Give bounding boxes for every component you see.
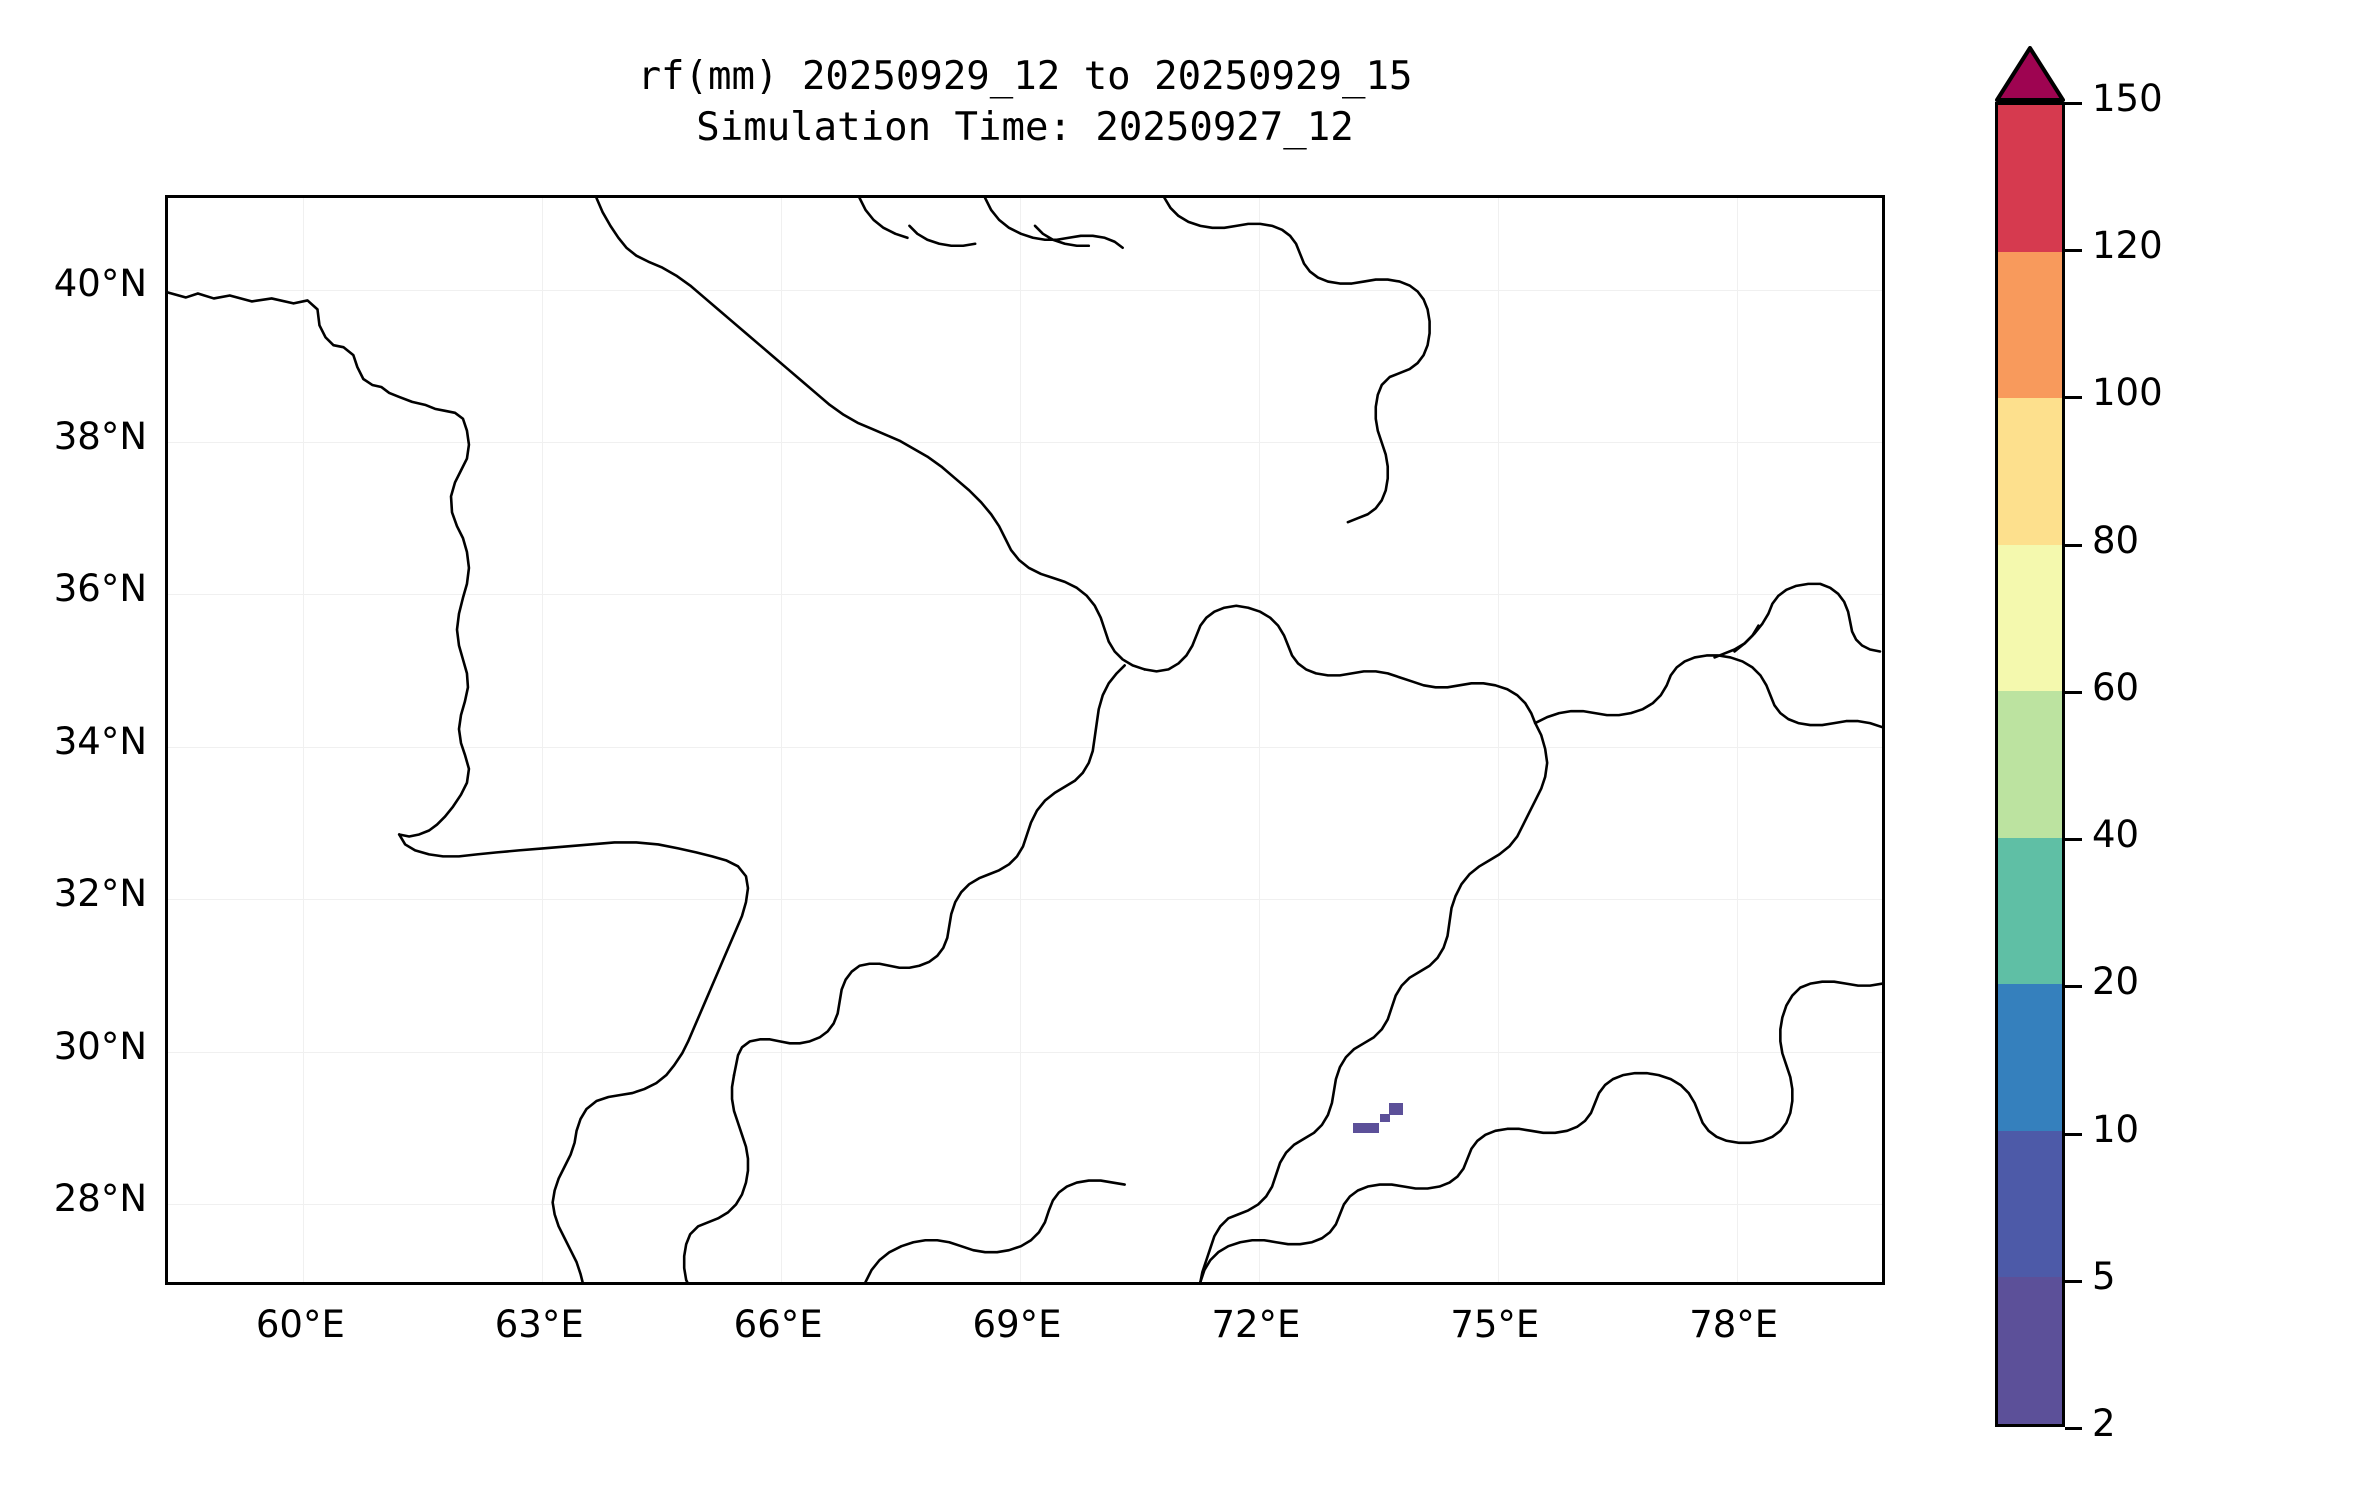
- colorbar-tick-label: 80: [2092, 518, 2140, 562]
- colorbar-extend-arrow: [1995, 46, 2065, 102]
- colorbar-band: [1998, 105, 2062, 252]
- colorbar-bands: [1995, 102, 2065, 1427]
- latitude-gridline: [168, 289, 1882, 291]
- longitude-tick-label: 75°E: [1450, 1303, 1540, 1346]
- figure-title: rf(mm) 20250929_12 to 20250929_15 Simula…: [165, 52, 1885, 153]
- latitude-tick-label: 32°N: [53, 872, 147, 916]
- latitude-gridline: [168, 441, 1882, 443]
- rainfall-cell: [1353, 1122, 1380, 1133]
- latitude-gridline: [168, 1051, 1882, 1053]
- longitude-tick-label: 78°E: [1689, 1303, 1779, 1346]
- colorbar-tick-mark: [2065, 1132, 2082, 1136]
- latitude-gridline: [168, 746, 1882, 748]
- colorbar-tick-mark: [2065, 838, 2082, 842]
- title-line-variable-period: rf(mm) 20250929_12 to 20250929_15: [637, 54, 1413, 99]
- colorbar-tick-mark: [2065, 1279, 2082, 1283]
- latitude-gridline: [168, 899, 1882, 901]
- colorbar-tick-label: 100: [2092, 371, 2163, 415]
- colorbar-tick-mark: [2065, 396, 2082, 400]
- latitude-tick-label: 28°N: [53, 1177, 147, 1221]
- longitude-gridline: [1736, 198, 1738, 1282]
- colorbar-tick-mark: [2065, 985, 2082, 989]
- colorbar-band: [1998, 837, 2062, 985]
- colorbar-band: [1998, 1130, 2062, 1278]
- longitude-gridline: [1020, 198, 1021, 1282]
- longitude-tick-label: 72°E: [1211, 1303, 1301, 1346]
- colorbar-band: [1998, 398, 2062, 545]
- colorbar-band: [1998, 1277, 2062, 1424]
- colorbar-band: [1998, 251, 2062, 399]
- colorbar-tick-mark: [2065, 690, 2082, 694]
- longitude-tick-label: 63°E: [494, 1303, 584, 1346]
- colorbar-tick-mark: [2065, 1427, 2082, 1430]
- colorbar-band: [1998, 544, 2062, 692]
- longitude-gridline: [303, 198, 305, 1282]
- latitude-tick-label: 36°N: [53, 567, 147, 611]
- colorbar[interactable]: 2 5 10 20 40 60 80 100 120 150: [1995, 46, 2325, 1446]
- colorbar-tick-label: 2: [2092, 1402, 2116, 1445]
- longitude-gridline: [781, 198, 783, 1282]
- colorbar-band: [1998, 984, 2062, 1131]
- longitude-gridline: [1497, 198, 1499, 1282]
- colorbar-tick-label: 150: [2092, 77, 2163, 120]
- colorbar-tick-label: 20: [2092, 960, 2140, 1004]
- latitude-gridline: [168, 1204, 1882, 1206]
- colorbar-tick-mark: [2065, 543, 2082, 547]
- map-plot-area: [168, 198, 1882, 1282]
- colorbar-tick-label: 40: [2092, 813, 2140, 857]
- longitude-gridline: [1258, 198, 1260, 1282]
- latitude-tick-label: 30°N: [53, 1024, 147, 1068]
- colorbar-tick-label: 120: [2092, 224, 2163, 268]
- title-line-simulation-time: Simulation Time: 20250927_12: [696, 104, 1354, 150]
- latitude-gridline: [168, 594, 1882, 596]
- rainfall-cell: [1379, 1114, 1390, 1122]
- colorbar-tick-label: 60: [2092, 665, 2140, 709]
- country-borders: [168, 198, 1882, 1282]
- colorbar-tick-label: 5: [2092, 1254, 2116, 1298]
- colorbar-tick-mark: [2065, 249, 2082, 253]
- latitude-tick-label: 34°N: [53, 719, 147, 763]
- rainfall-cell: [1388, 1102, 1403, 1115]
- latitude-tick-label: 38°N: [53, 414, 147, 458]
- longitude-tick-label: 69°E: [972, 1303, 1062, 1346]
- longitude-tick-label: 60°E: [255, 1303, 345, 1346]
- colorbar-tick-mark: [2065, 102, 2082, 105]
- map-axes[interactable]: [165, 195, 1885, 1285]
- colorbar-band: [1998, 691, 2062, 838]
- longitude-gridline: [542, 198, 544, 1282]
- latitude-tick-label: 40°N: [53, 262, 147, 306]
- longitude-tick-label: 66°E: [733, 1303, 823, 1346]
- colorbar-tick-label: 10: [2092, 1107, 2140, 1151]
